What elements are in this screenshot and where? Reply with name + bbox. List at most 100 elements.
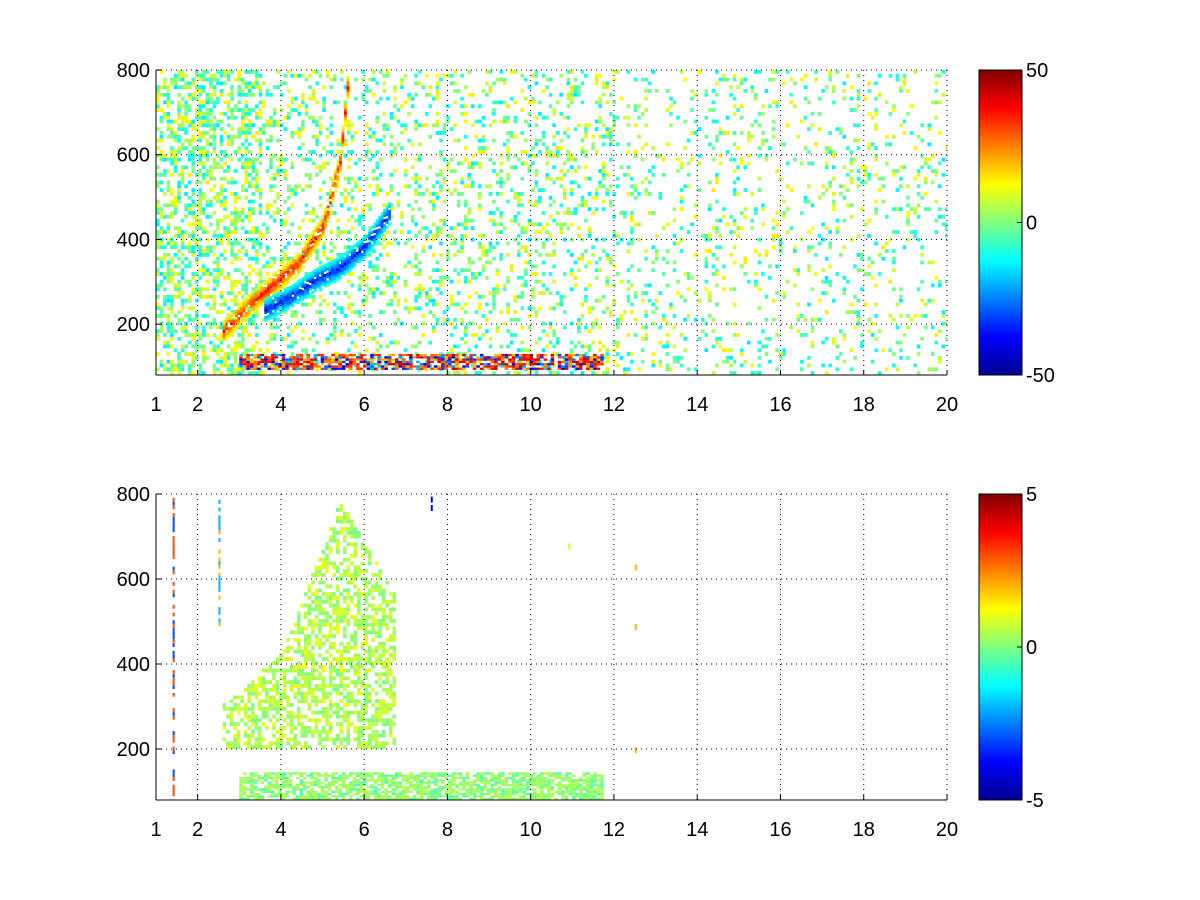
- heatmap-cell: [159, 306, 164, 311]
- heatmap-cell: [269, 313, 273, 317]
- heatmap-cell: [311, 211, 316, 215]
- heatmap-cell: [326, 215, 330, 219]
- heatmap-cell: [239, 353, 243, 357]
- heatmap-cell: [258, 272, 263, 276]
- heatmap-cell: [156, 165, 160, 170]
- heatmap-cell: [938, 131, 942, 135]
- heatmap-cell: [205, 302, 210, 307]
- heatmap-cell: [237, 146, 241, 151]
- heatmap-cell: [364, 203, 369, 208]
- heatmap-cell: [552, 134, 556, 139]
- heatmap-cell: [226, 70, 231, 74]
- heatmap-cell: [584, 134, 588, 139]
- heatmap-cell: [272, 325, 277, 330]
- heatmap-cell: [194, 127, 199, 131]
- heatmap-cell: [212, 268, 217, 273]
- heatmap-cell: [426, 360, 431, 364]
- heatmap-cell: [465, 365, 470, 368]
- heatmap-cell: [163, 100, 167, 105]
- heatmap-cell: [251, 161, 256, 166]
- heatmap-cell: [240, 245, 245, 250]
- heatmap-cell: [612, 264, 617, 269]
- heatmap-cell: [916, 184, 921, 189]
- heatmap-cell: [647, 169, 652, 173]
- heatmap-cell: [842, 165, 847, 170]
- heatmap-cell: [198, 111, 203, 116]
- heatmap-cell: [316, 237, 320, 241]
- heatmap-cell: [262, 127, 266, 131]
- heatmap-cell: [271, 299, 275, 303]
- heatmap-cell: [525, 360, 530, 364]
- heatmap-cell: [856, 176, 861, 181]
- heatmap-cell: [591, 195, 595, 200]
- heatmap-cell: [601, 81, 606, 86]
- heatmap-cell: [520, 306, 525, 311]
- heatmap-cell: [545, 230, 549, 234]
- heatmap-cell: [403, 127, 408, 131]
- heatmap-cell: [255, 73, 259, 78]
- heatmap-cell: [568, 360, 572, 364]
- heatmap-cell: [285, 367, 289, 370]
- heatmap-cell: [651, 245, 655, 250]
- heatmap-cell: [319, 218, 323, 222]
- heatmap-cell: [184, 329, 188, 334]
- heatmap-cell: [559, 138, 563, 143]
- heatmap-cell: [810, 226, 815, 231]
- heatmap-cell: [637, 222, 641, 227]
- heatmap-cell: [584, 199, 588, 204]
- heatmap-cell: [180, 70, 185, 74]
- heatmap-cell: [421, 287, 425, 292]
- heatmap-cell: [451, 353, 456, 357]
- heatmap-cell: [180, 169, 185, 173]
- heatmap-cell: [938, 359, 942, 364]
- heatmap-cell: [259, 301, 263, 305]
- heatmap-cell: [377, 363, 381, 366]
- heatmap-cell: [384, 363, 388, 366]
- heatmap-cell: [357, 287, 362, 292]
- heatmap-cell: [315, 214, 319, 219]
- heatmap-cell: [474, 310, 479, 314]
- heatmap-cell: [934, 172, 939, 177]
- heatmap-cell: [570, 89, 574, 93]
- heatmap-cell: [258, 241, 263, 246]
- heatmap-cell: [453, 241, 457, 246]
- heatmap-cell: [550, 358, 555, 361]
- heatmap-cell: [410, 306, 415, 311]
- heatmap-cell: [467, 348, 471, 353]
- heatmap-cell: [363, 365, 367, 368]
- heatmap-cell: [488, 157, 493, 162]
- heatmap-cell: [315, 256, 319, 261]
- heatmap-cell: [407, 92, 411, 97]
- heatmap-cell: [541, 134, 546, 139]
- heatmap-cell: [541, 321, 546, 326]
- heatmap-cell: [299, 367, 303, 370]
- heatmap-cell: [761, 142, 765, 147]
- heatmap-cell: [191, 77, 195, 82]
- heatmap-cell: [895, 73, 900, 78]
- heatmap-cell: [736, 226, 740, 231]
- heatmap-cell: [290, 344, 295, 349]
- heatmap-cell: [170, 272, 174, 276]
- heatmap-cell: [284, 265, 288, 269]
- heatmap-cell: [386, 127, 390, 131]
- heatmap-cell: [658, 359, 663, 364]
- heatmap-cell: [255, 310, 259, 314]
- heatmap-cell: [202, 268, 206, 273]
- heatmap-cell: [170, 363, 174, 368]
- heatmap-cell: [654, 89, 659, 93]
- heatmap-cell: [251, 344, 256, 349]
- heatmap-cell: [314, 236, 318, 240]
- heatmap-cell: [584, 287, 588, 292]
- heatmap-cell: [463, 218, 468, 223]
- heatmap-cell: [205, 172, 210, 177]
- heatmap-cell: [361, 207, 365, 212]
- heatmap-cell: [159, 153, 164, 158]
- heatmap-cell: [266, 304, 270, 308]
- heatmap-cell: [538, 230, 542, 234]
- heatmap-cell: [237, 150, 241, 154]
- heatmap-cell: [803, 199, 808, 204]
- heatmap-cell: [619, 165, 624, 170]
- heatmap-cell: [605, 85, 609, 90]
- heatmap-cell: [276, 211, 280, 215]
- heatmap-cell: [800, 333, 804, 337]
